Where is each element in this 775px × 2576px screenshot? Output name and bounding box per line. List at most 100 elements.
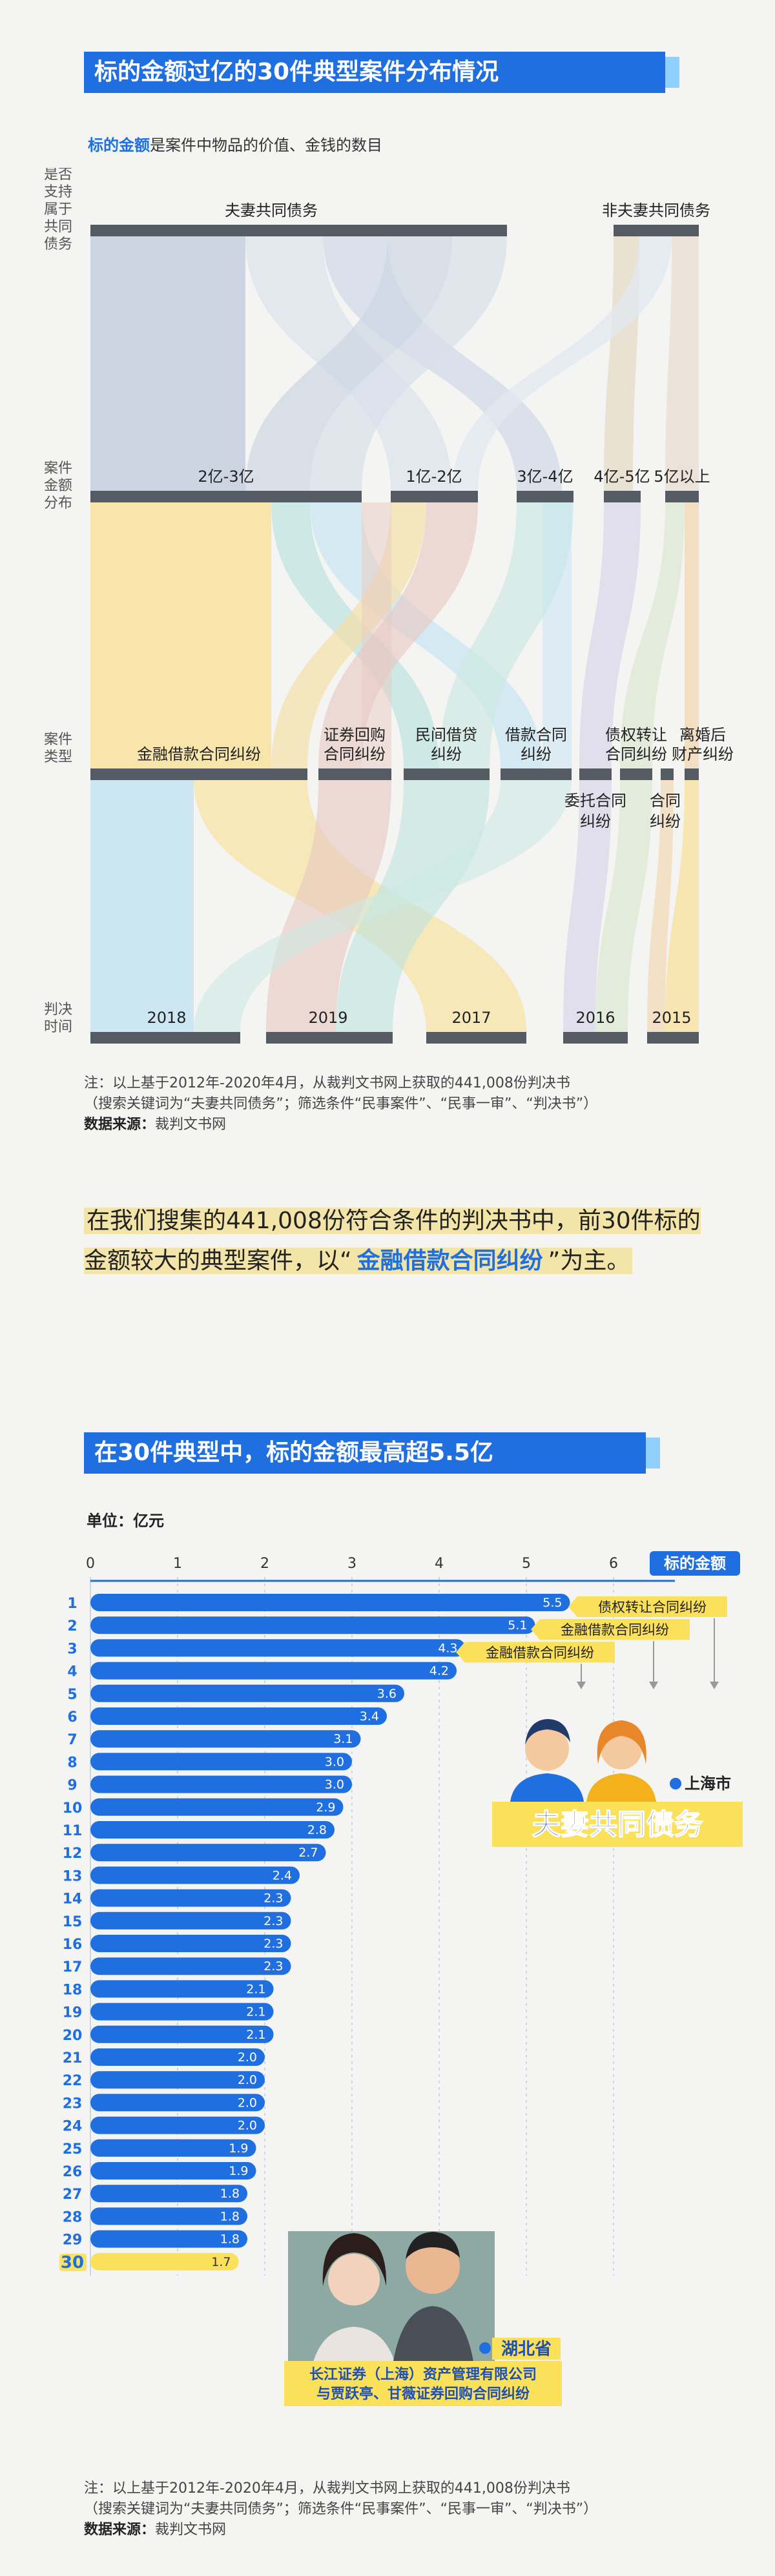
- definition-text: 是案件中物品的价值、金钱的数目: [150, 136, 382, 154]
- sankey-flow: [90, 780, 194, 1032]
- rank-label: 29: [63, 2232, 83, 2249]
- type-label: 证券回购: [324, 726, 386, 744]
- bar-value-label: 2.3: [264, 1891, 283, 1906]
- legend: 标的金额: [650, 1551, 740, 1576]
- rank-label: 10: [63, 1800, 83, 1817]
- rank-label: 14: [63, 1891, 83, 1908]
- rank-label: 6: [67, 1709, 77, 1726]
- stage-label: 时间: [44, 1019, 72, 1035]
- type-label: 纠纷: [650, 812, 681, 830]
- type-label: 债权转让: [605, 726, 667, 744]
- bar-value-label: 2.1: [246, 2005, 265, 2019]
- type-node: [620, 768, 652, 780]
- type-label: 纠纷: [521, 745, 552, 763]
- bar-value-label: 2.3: [264, 1959, 283, 1973]
- sankey-flow: [90, 502, 271, 768]
- type-node: [501, 768, 572, 780]
- bar-value-label: 2.7: [298, 1846, 318, 1860]
- badge-location: 上海市: [685, 1775, 731, 1793]
- year-label: 2015: [652, 1009, 691, 1027]
- legend-badge: [650, 1551, 740, 1576]
- rank-label: 27: [63, 2187, 83, 2203]
- type-node: [685, 768, 699, 780]
- rank-label: 24: [63, 2119, 83, 2135]
- stage-label: 分布: [44, 495, 72, 511]
- rank-label: 1: [67, 1596, 77, 1612]
- bar: [90, 1798, 344, 1816]
- bar-value-label: 2.1: [246, 1982, 265, 1996]
- bar-value-label: 2.9: [316, 1800, 335, 1815]
- section2-title: 在30件典型中，标的金额最高超5.5亿: [84, 1432, 660, 1474]
- bar: [90, 2185, 247, 2203]
- bar: [90, 2048, 265, 2066]
- bar: [90, 1684, 404, 1702]
- rank-label: 19: [63, 2005, 83, 2021]
- rank-highlight: [59, 2253, 87, 2271]
- type-label: 合同纠纷: [324, 745, 386, 763]
- bar-value-label: 3.0: [325, 1755, 344, 1769]
- type-label: 借款合同: [505, 726, 567, 744]
- amount-node: [90, 491, 362, 502]
- year-node: [563, 1032, 628, 1044]
- bar: [90, 2139, 256, 2157]
- bar: [90, 2252, 239, 2271]
- sankey-flow: [685, 502, 699, 768]
- bar: [90, 1753, 352, 1771]
- pointer-arrow: [577, 1682, 586, 1689]
- bar-value-label: 2.3: [264, 1937, 283, 1951]
- rank-label: 20: [63, 2028, 83, 2044]
- rank-label: 4: [67, 1664, 77, 1680]
- bar-value-label: 2.0: [238, 2050, 257, 2065]
- year-label: 2018: [147, 1009, 186, 1027]
- rank-label: 12: [63, 1846, 83, 1862]
- rank-label: 21: [63, 2050, 83, 2066]
- unit-label: 单位：亿元: [87, 1512, 164, 1530]
- bar: [90, 2230, 247, 2248]
- amount-label: 5亿以上: [654, 468, 710, 486]
- amount-node: [517, 491, 574, 502]
- x-tick-label: 4: [435, 1556, 444, 1572]
- stage-label: 是否: [44, 168, 72, 183]
- amount-node: [665, 491, 699, 502]
- amount-label: 3亿-4亿: [517, 468, 573, 486]
- callout-highlight: 金融借款合同纠纷: [354, 1248, 546, 1274]
- bar: [90, 1935, 291, 1952]
- x-tick-label: 5: [522, 1556, 531, 1572]
- rank-label: 22: [63, 2073, 83, 2089]
- stage-label: 金额: [44, 478, 72, 494]
- stage-label: 支持: [44, 184, 72, 200]
- case-type-label: 金融借款合同纠纷: [561, 1622, 669, 1638]
- svg-text:30: 30: [61, 2253, 84, 2272]
- rank-label: 15: [63, 1914, 83, 1930]
- section1-note: 注：以上基于2012年-2020年4月，从裁判文书网上获取的441,008份判决…: [84, 1075, 598, 1133]
- year-label: 2019: [308, 1009, 347, 1027]
- bar: [90, 1980, 274, 1998]
- location-pin-icon: [670, 1778, 681, 1789]
- bar-value-label: 1.8: [220, 2232, 240, 2247]
- bar: [90, 1616, 535, 1634]
- x-tick-label: 0: [86, 1556, 95, 1572]
- bar: [90, 1889, 291, 1907]
- legend-label: 标的金额: [664, 1554, 726, 1572]
- rank-label: 8: [67, 1755, 77, 1771]
- case-type-label: 债权转让合同纠纷: [598, 1600, 707, 1615]
- amount-node: [604, 491, 641, 502]
- bar-value-label: 1.9: [229, 2141, 248, 2156]
- year-node: [90, 1032, 240, 1044]
- bar-value-label: 2.3: [264, 1914, 283, 1928]
- case-type-tag: 债权转让合同纠纷: [568, 1596, 727, 1617]
- stage-label: 债务: [44, 236, 72, 252]
- sankey-flow: [439, 502, 574, 768]
- amount-label: 2亿-3亿: [198, 468, 254, 486]
- bar: [90, 1639, 466, 1657]
- rank-label: 17: [63, 1959, 83, 1975]
- section2-note: 注：以上基于2012年-2020年4月，从裁判文书网上获取的441,008份判决…: [84, 2480, 598, 2538]
- stage-label: 共同: [44, 219, 72, 235]
- sankey-flow: [595, 780, 652, 1032]
- type-node: [90, 768, 307, 780]
- sankey-flow: [579, 502, 641, 768]
- bar-value-label: 3.4: [360, 1709, 379, 1724]
- type-label: 离婚后: [679, 726, 726, 744]
- rank-label: 3: [67, 1641, 77, 1657]
